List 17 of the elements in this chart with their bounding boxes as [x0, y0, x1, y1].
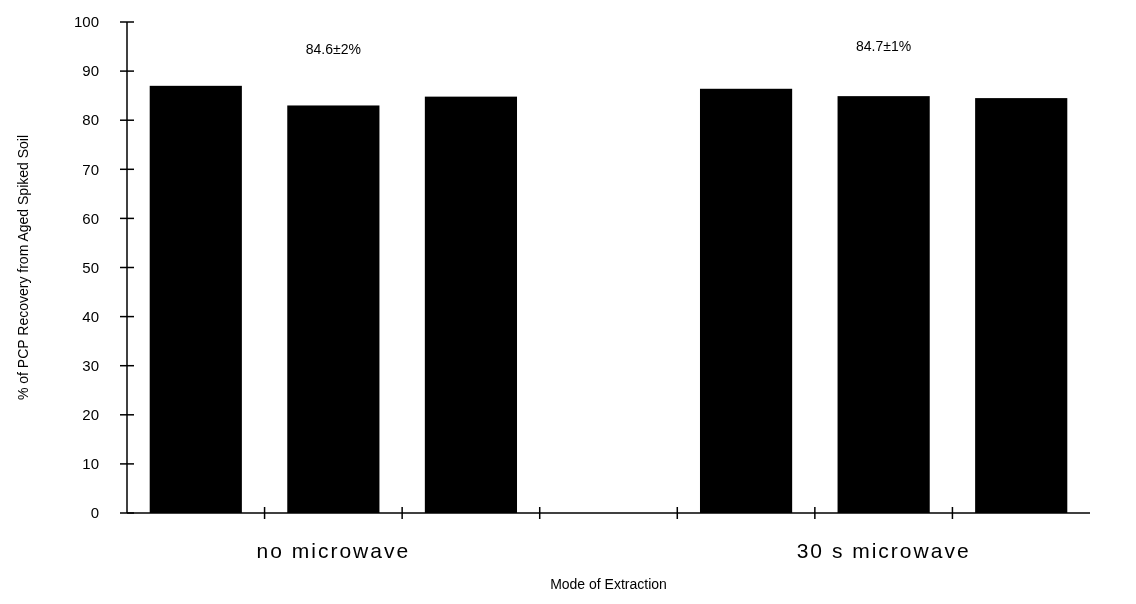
y-tick-label: 10 — [82, 455, 99, 473]
y-tick-label: 40 — [82, 307, 99, 325]
y-tick-label: 80 — [82, 111, 99, 129]
y-tick-label: 50 — [82, 258, 99, 276]
y-tick-label: 20 — [82, 406, 99, 424]
y-axis-title: % of PCP Recovery from Aged Spiked Soil — [15, 134, 31, 401]
y-tick-label: 60 — [82, 209, 99, 227]
y-tick-label: 70 — [82, 160, 99, 178]
annotation: 84.7±1% — [856, 38, 912, 54]
x-tick-label: no microwave — [256, 539, 411, 562]
x-axis-title: Mode of Extraction — [550, 576, 667, 592]
y-tick-label: 100 — [73, 13, 99, 31]
x-tick-label: 30 s microwave — [796, 539, 971, 562]
y-tick-label: 30 — [82, 356, 99, 374]
annotation: 84.6±2% — [305, 41, 361, 57]
y-tick-label: 0 — [90, 504, 99, 522]
y-tick-label: 90 — [82, 62, 99, 80]
